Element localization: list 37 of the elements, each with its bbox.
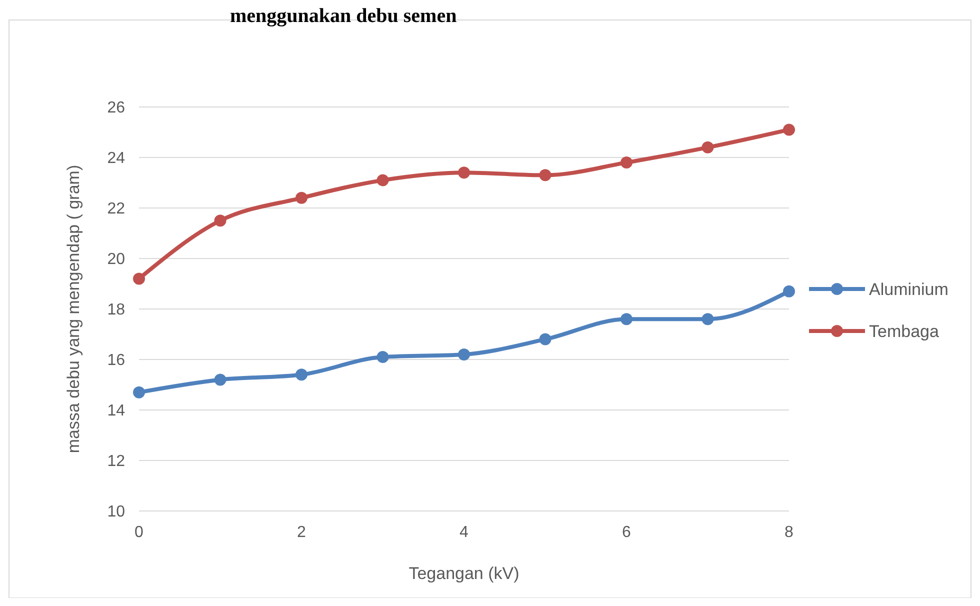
x-tick-label: 4: [460, 524, 469, 541]
point: [702, 313, 714, 326]
point: [376, 174, 389, 186]
y-tick-label: 10: [107, 504, 126, 521]
point: [458, 166, 470, 179]
y-tick-label: 12: [107, 453, 126, 470]
point: [296, 368, 308, 381]
point: [214, 374, 226, 386]
legend-label: Tembaga: [869, 322, 940, 341]
point: [702, 141, 714, 154]
point: [620, 313, 632, 326]
point: [539, 333, 552, 346]
x-tick-label: 0: [134, 524, 144, 541]
x-tick-label: 8: [784, 524, 794, 541]
y-tick-label: 22: [107, 200, 126, 218]
legend-label: Aluminium: [869, 280, 948, 299]
y-tick-label: 26: [107, 100, 126, 117]
y-tick-label: 14: [107, 402, 126, 420]
y-tick-label: 16: [107, 352, 126, 370]
point: [296, 192, 308, 204]
x-axis-title: Tegangan (kV): [408, 564, 520, 583]
x-tick-label: 2: [297, 524, 306, 541]
y-tick-label: 18: [107, 302, 126, 319]
point: [133, 386, 145, 398]
chart-title: menggunakan debu semen: [230, 5, 457, 27]
y-tick-label: 20: [107, 251, 126, 268]
point: [539, 169, 552, 182]
x-tick-label: 6: [622, 524, 632, 541]
point: [214, 214, 226, 227]
point: [133, 272, 145, 285]
point: [376, 350, 389, 363]
y-tick-label: 24: [107, 150, 126, 168]
point: [783, 285, 795, 298]
point: [620, 156, 632, 169]
y-axis-title: massa debu yang mengendap ( gram): [64, 164, 83, 454]
point: [458, 348, 470, 360]
point: [783, 124, 795, 136]
